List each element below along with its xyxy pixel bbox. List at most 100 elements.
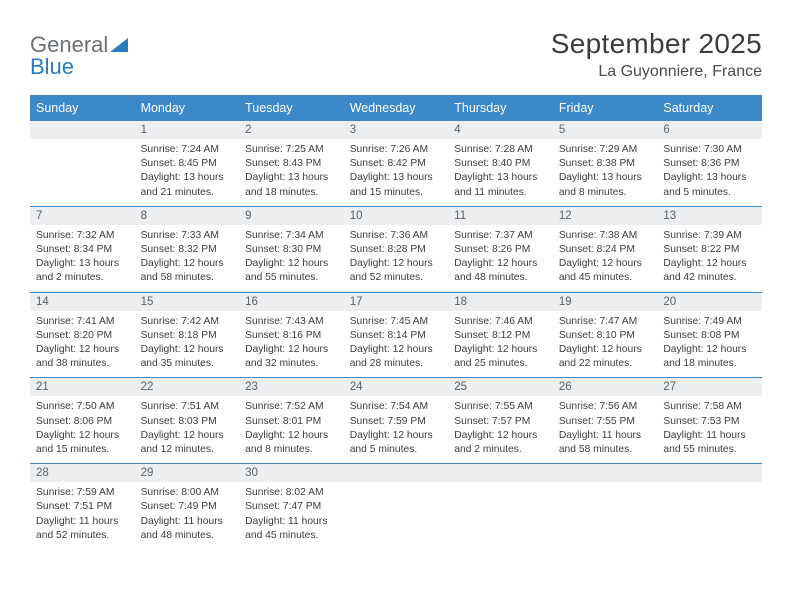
- day-details: Sunrise: 8:00 AMSunset: 7:49 PMDaylight:…: [135, 482, 240, 549]
- sunset-text: Sunset: 8:28 PM: [350, 243, 443, 257]
- sunset-text: Sunset: 8:40 PM: [454, 157, 547, 171]
- sunset-text: Sunset: 7:49 PM: [141, 500, 234, 514]
- calendar-day-cell: 11Sunrise: 7:37 AMSunset: 8:26 PMDayligh…: [448, 206, 553, 292]
- sunrise-text: Sunrise: 7:58 AM: [663, 400, 756, 414]
- logo-triangle-icon: [110, 34, 128, 56]
- day-number: 21: [30, 378, 135, 396]
- sunrise-text: Sunrise: 7:24 AM: [141, 143, 234, 157]
- daylight-text-1: Daylight: 12 hours: [663, 257, 756, 271]
- daylight-text-2: and 8 minutes.: [245, 443, 338, 457]
- day-details: Sunrise: 7:56 AMSunset: 7:55 PMDaylight:…: [553, 396, 658, 463]
- day-details: Sunrise: 7:51 AMSunset: 8:03 PMDaylight:…: [135, 396, 240, 463]
- sunrise-text: Sunrise: 7:38 AM: [559, 229, 652, 243]
- day-number: 26: [553, 378, 658, 396]
- sunrise-text: Sunrise: 7:37 AM: [454, 229, 547, 243]
- daylight-text-1: Daylight: 12 hours: [663, 343, 756, 357]
- sunrise-text: Sunrise: 7:39 AM: [663, 229, 756, 243]
- daylight-text-2: and 5 minutes.: [350, 443, 443, 457]
- daylight-text-2: and 48 minutes.: [454, 271, 547, 285]
- daylight-text-2: and 22 minutes.: [559, 357, 652, 371]
- day-details: Sunrise: 7:29 AMSunset: 8:38 PMDaylight:…: [553, 139, 658, 206]
- logo-word2: Blue: [30, 54, 74, 79]
- day-number: 2: [239, 121, 344, 139]
- sunrise-text: Sunrise: 7:25 AM: [245, 143, 338, 157]
- day-details: Sunrise: 7:37 AMSunset: 8:26 PMDaylight:…: [448, 225, 553, 292]
- sunrise-text: Sunrise: 7:42 AM: [141, 315, 234, 329]
- daylight-text-2: and 11 minutes.: [454, 186, 547, 200]
- calendar-week-row: 14Sunrise: 7:41 AMSunset: 8:20 PMDayligh…: [30, 292, 762, 378]
- day-details: Sunrise: 7:33 AMSunset: 8:32 PMDaylight:…: [135, 225, 240, 292]
- day-number-bar: [553, 464, 658, 482]
- sunset-text: Sunset: 8:42 PM: [350, 157, 443, 171]
- calendar-day-cell: 14Sunrise: 7:41 AMSunset: 8:20 PMDayligh…: [30, 292, 135, 378]
- sunrise-text: Sunrise: 7:46 AM: [454, 315, 547, 329]
- sunset-text: Sunset: 7:59 PM: [350, 415, 443, 429]
- sunrise-text: Sunrise: 7:55 AM: [454, 400, 547, 414]
- weekday-header: Saturday: [657, 95, 762, 121]
- day-details: Sunrise: 7:24 AMSunset: 8:45 PMDaylight:…: [135, 139, 240, 206]
- daylight-text-2: and 2 minutes.: [36, 271, 129, 285]
- calendar-week-row: 28Sunrise: 7:59 AMSunset: 7:51 PMDayligh…: [30, 464, 762, 549]
- daylight-text-1: Daylight: 13 hours: [663, 171, 756, 185]
- sunset-text: Sunset: 8:14 PM: [350, 329, 443, 343]
- weekday-header: Friday: [553, 95, 658, 121]
- calendar-week-row: 1Sunrise: 7:24 AMSunset: 8:45 PMDaylight…: [30, 121, 762, 206]
- daylight-text-1: Daylight: 13 hours: [454, 171, 547, 185]
- day-number: 16: [239, 293, 344, 311]
- calendar-day-cell: [30, 121, 135, 206]
- daylight-text-2: and 42 minutes.: [663, 271, 756, 285]
- day-number: 19: [553, 293, 658, 311]
- daylight-text-1: Daylight: 12 hours: [350, 429, 443, 443]
- day-number: 30: [239, 464, 344, 482]
- location: La Guyonniere, France: [551, 63, 762, 81]
- daylight-text-2: and 55 minutes.: [245, 271, 338, 285]
- weekday-header: Thursday: [448, 95, 553, 121]
- sunrise-text: Sunrise: 7:51 AM: [141, 400, 234, 414]
- daylight-text-2: and 58 minutes.: [141, 271, 234, 285]
- daylight-text-2: and 18 minutes.: [663, 357, 756, 371]
- daylight-text-2: and 8 minutes.: [559, 186, 652, 200]
- day-number: 4: [448, 121, 553, 139]
- day-number: 29: [135, 464, 240, 482]
- calendar-day-cell: [448, 464, 553, 549]
- sunset-text: Sunset: 8:18 PM: [141, 329, 234, 343]
- sunset-text: Sunset: 8:32 PM: [141, 243, 234, 257]
- day-number: 6: [657, 121, 762, 139]
- sunrise-text: Sunrise: 7:28 AM: [454, 143, 547, 157]
- calendar-day-cell: 20Sunrise: 7:49 AMSunset: 8:08 PMDayligh…: [657, 292, 762, 378]
- day-number: 25: [448, 378, 553, 396]
- sunrise-text: Sunrise: 7:32 AM: [36, 229, 129, 243]
- daylight-text-2: and 5 minutes.: [663, 186, 756, 200]
- calendar-day-cell: 8Sunrise: 7:33 AMSunset: 8:32 PMDaylight…: [135, 206, 240, 292]
- daylight-text-1: Daylight: 12 hours: [454, 429, 547, 443]
- calendar-day-cell: 23Sunrise: 7:52 AMSunset: 8:01 PMDayligh…: [239, 378, 344, 464]
- calendar-day-cell: [344, 464, 449, 549]
- day-details: Sunrise: 7:54 AMSunset: 7:59 PMDaylight:…: [344, 396, 449, 463]
- sunset-text: Sunset: 8:10 PM: [559, 329, 652, 343]
- day-details: Sunrise: 7:26 AMSunset: 8:42 PMDaylight:…: [344, 139, 449, 206]
- daylight-text-2: and 15 minutes.: [350, 186, 443, 200]
- calendar-day-cell: 12Sunrise: 7:38 AMSunset: 8:24 PMDayligh…: [553, 206, 658, 292]
- daylight-text-2: and 45 minutes.: [559, 271, 652, 285]
- day-number: 15: [135, 293, 240, 311]
- logo-text: General Blue: [30, 34, 129, 78]
- logo: General Blue: [30, 28, 129, 78]
- day-details: Sunrise: 7:34 AMSunset: 8:30 PMDaylight:…: [239, 225, 344, 292]
- day-details: Sunrise: 7:39 AMSunset: 8:22 PMDaylight:…: [657, 225, 762, 292]
- daylight-text-1: Daylight: 12 hours: [454, 257, 547, 271]
- daylight-text-1: Daylight: 11 hours: [36, 515, 129, 529]
- sunrise-text: Sunrise: 7:33 AM: [141, 229, 234, 243]
- day-number: 1: [135, 121, 240, 139]
- daylight-text-1: Daylight: 11 hours: [245, 515, 338, 529]
- day-number: 9: [239, 207, 344, 225]
- sunrise-text: Sunrise: 7:59 AM: [36, 486, 129, 500]
- sunset-text: Sunset: 7:47 PM: [245, 500, 338, 514]
- calendar-weekday-header: SundayMondayTuesdayWednesdayThursdayFrid…: [30, 95, 762, 121]
- calendar-day-cell: 17Sunrise: 7:45 AMSunset: 8:14 PMDayligh…: [344, 292, 449, 378]
- daylight-text-1: Daylight: 12 hours: [559, 343, 652, 357]
- daylight-text-2: and 52 minutes.: [36, 529, 129, 543]
- daylight-text-1: Daylight: 13 hours: [245, 171, 338, 185]
- daylight-text-1: Daylight: 13 hours: [36, 257, 129, 271]
- day-details: Sunrise: 7:58 AMSunset: 7:53 PMDaylight:…: [657, 396, 762, 463]
- calendar-day-cell: 22Sunrise: 7:51 AMSunset: 8:03 PMDayligh…: [135, 378, 240, 464]
